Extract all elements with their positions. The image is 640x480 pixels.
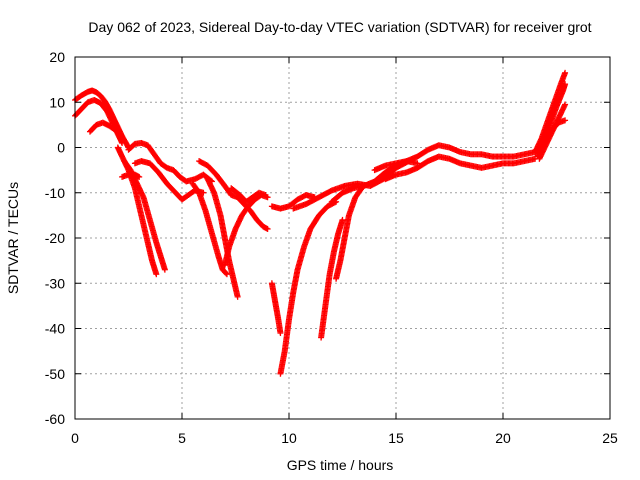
data-points [72,69,569,377]
data-series-12 [228,185,269,205]
data-series-13 [268,280,284,337]
x-tick-label: 15 [388,430,404,446]
x-axis-label: GPS time / hours [287,457,394,473]
x-tick-label: 0 [71,430,79,446]
x-tick-label: 20 [495,430,511,446]
x-tick-label: 25 [602,430,618,446]
data-series-16 [318,216,346,341]
y-tick-label: 10 [49,94,65,110]
data-series-15 [277,198,340,377]
y-tick-label: -30 [45,275,65,291]
y-tick-label: -40 [45,321,65,337]
data-series-21 [382,153,539,183]
x-tick-label: 10 [281,430,297,446]
grid-lines [75,57,610,419]
x-tick-label: 5 [178,430,186,446]
x-tick-labels: 0 5 10 15 20 25 [71,430,618,446]
data-series-11 [221,192,271,269]
data-series-7 [119,171,143,180]
y-tick-label: -20 [45,230,65,246]
axis-ticks [74,56,611,420]
y-axis-label: SDTVAR / TECUs [5,182,21,294]
y-tick-labels: 20 10 0 -10 -20 -30 -40 -50 -60 [45,49,65,427]
y-tick-label: 0 [57,140,65,156]
data-series-8 [189,180,230,278]
y-tick-label: 20 [49,49,65,65]
data-series-2 [86,119,126,140]
y-tick-label: -60 [45,411,65,427]
y-tick-label: -50 [45,366,65,382]
data-series-17 [333,185,365,282]
data-series-4 [121,158,168,273]
y-tick-label: -10 [45,185,65,201]
chart-title: Day 062 of 2023, Sidereal Day-to-day VTE… [88,19,591,35]
data-series-25 [542,117,569,142]
